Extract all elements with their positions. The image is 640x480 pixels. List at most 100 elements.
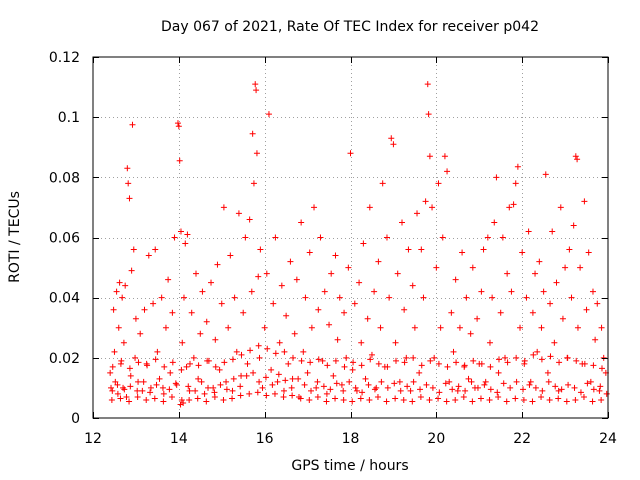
data-point [570, 222, 577, 229]
data-point [439, 234, 446, 241]
data-point [553, 279, 560, 286]
data-point [276, 339, 283, 346]
data-point [470, 357, 477, 364]
data-point [216, 366, 223, 373]
data-point [140, 378, 147, 385]
data-point [399, 219, 405, 226]
data-point [177, 401, 184, 408]
data-point [166, 386, 173, 393]
data-point [409, 282, 416, 289]
data-point [598, 324, 605, 331]
x-tick-label: 22 [513, 431, 531, 447]
data-point [480, 246, 487, 253]
axis-ticks [93, 57, 609, 419]
data-point [261, 324, 268, 331]
data-point [346, 378, 353, 385]
data-point [468, 378, 475, 385]
data-point [109, 363, 116, 370]
data-point [469, 264, 476, 271]
data-point [525, 228, 532, 235]
data-point [538, 356, 545, 363]
data-point [151, 395, 158, 402]
data-point [542, 171, 549, 178]
data-point [584, 380, 591, 387]
data-point [527, 378, 534, 385]
data-point [184, 231, 191, 238]
data-point [161, 363, 168, 370]
data-point [320, 383, 327, 390]
data-point [169, 359, 176, 366]
data-point [426, 396, 433, 403]
data-point [330, 372, 337, 379]
data-point [358, 339, 365, 346]
data-point [107, 369, 114, 376]
data-point [373, 384, 380, 391]
data-point [539, 387, 546, 394]
data-point [356, 279, 363, 286]
data-point [186, 360, 193, 367]
y-tick-label: 0.08 [49, 170, 80, 186]
data-point [183, 363, 190, 370]
data-point [388, 135, 395, 142]
data-point [366, 204, 373, 211]
data-point [326, 321, 333, 328]
data-point [545, 378, 552, 385]
data-point [208, 279, 215, 286]
data-point [477, 395, 484, 402]
data-point [269, 381, 276, 388]
data-point [581, 360, 588, 367]
data-point [549, 228, 556, 235]
data-point [429, 204, 436, 211]
data-point [203, 398, 210, 405]
data-point [233, 348, 240, 355]
data-point [375, 360, 382, 367]
data-point [529, 309, 536, 316]
data-point [536, 258, 543, 265]
data-point [134, 387, 141, 394]
data-point [523, 294, 530, 301]
data-point [129, 121, 136, 128]
data-point [452, 396, 459, 403]
data-point [366, 396, 373, 403]
data-point [198, 378, 205, 385]
data-point [125, 180, 132, 187]
data-point [409, 398, 416, 405]
data-point [272, 234, 279, 241]
data-point [116, 279, 123, 286]
data-point [311, 204, 318, 211]
data-point [374, 393, 381, 400]
x-tick-label: 18 [342, 431, 360, 447]
data-point [375, 258, 382, 265]
data-point [112, 378, 119, 385]
data-point [221, 359, 228, 366]
data-point [319, 357, 326, 364]
data-point [192, 387, 199, 394]
data-point [407, 387, 414, 394]
data-point [124, 165, 131, 172]
data-point [334, 336, 341, 343]
data-point [171, 234, 178, 241]
data-point [317, 234, 324, 241]
data-point [242, 234, 249, 241]
data-point [495, 393, 502, 400]
plot-frame [92, 56, 609, 419]
data-point [327, 386, 334, 393]
data-point [186, 396, 193, 403]
x-tick-label: 14 [170, 431, 188, 447]
data-point [383, 234, 390, 241]
data-point [456, 324, 463, 331]
data-point [212, 363, 219, 370]
data-point [551, 339, 558, 346]
data-point [444, 363, 451, 370]
data-point [547, 353, 554, 360]
data-point [150, 300, 157, 307]
data-point [418, 362, 425, 369]
data-point [338, 381, 345, 388]
data-point [108, 384, 115, 391]
data-point [497, 309, 504, 316]
data-point [186, 387, 193, 394]
data-point [314, 378, 321, 385]
data-point [272, 350, 279, 357]
data-point [313, 384, 320, 391]
data-point [558, 386, 565, 393]
